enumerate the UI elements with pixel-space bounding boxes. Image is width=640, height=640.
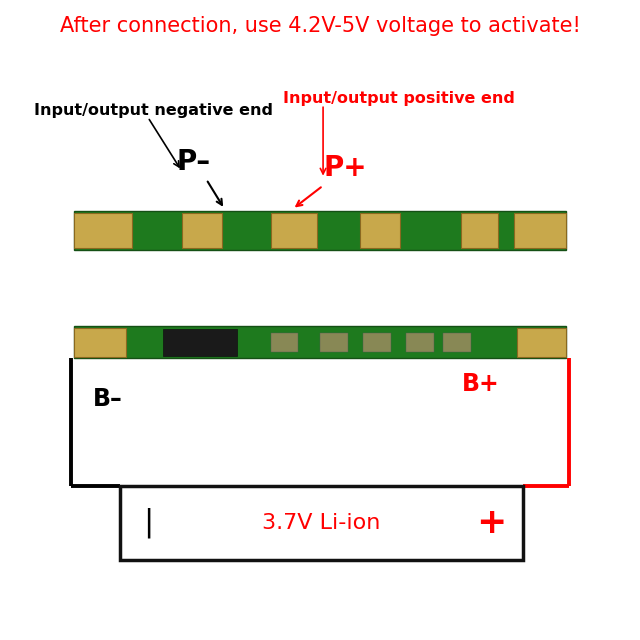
Bar	[271, 333, 298, 352]
Bar	[74, 326, 566, 358]
Bar	[120, 486, 523, 560]
Bar	[461, 213, 499, 248]
Text: Input/output negative end: Input/output negative end	[34, 104, 273, 118]
Text: |: |	[143, 508, 153, 538]
Bar	[74, 211, 566, 250]
Bar	[271, 213, 317, 248]
Text: Input/output positive end: Input/output positive end	[283, 91, 515, 106]
Bar	[406, 333, 434, 352]
Text: 3.7V Li-ion: 3.7V Li-ion	[262, 513, 381, 533]
Bar	[443, 333, 470, 352]
Bar	[182, 213, 221, 248]
Bar	[320, 333, 348, 352]
Text: B–: B–	[92, 387, 122, 412]
Bar	[74, 213, 132, 248]
Bar	[163, 329, 237, 356]
Bar	[514, 213, 566, 248]
Bar	[360, 213, 400, 248]
Text: P+: P+	[323, 154, 367, 182]
Bar	[517, 328, 566, 357]
Text: After connection, use 4.2V-5V voltage to activate!: After connection, use 4.2V-5V voltage to…	[60, 16, 580, 36]
Bar	[74, 328, 126, 357]
Bar	[363, 333, 391, 352]
Text: +: +	[476, 506, 506, 540]
Text: P–: P–	[177, 148, 211, 176]
Text: B+: B+	[461, 372, 499, 397]
